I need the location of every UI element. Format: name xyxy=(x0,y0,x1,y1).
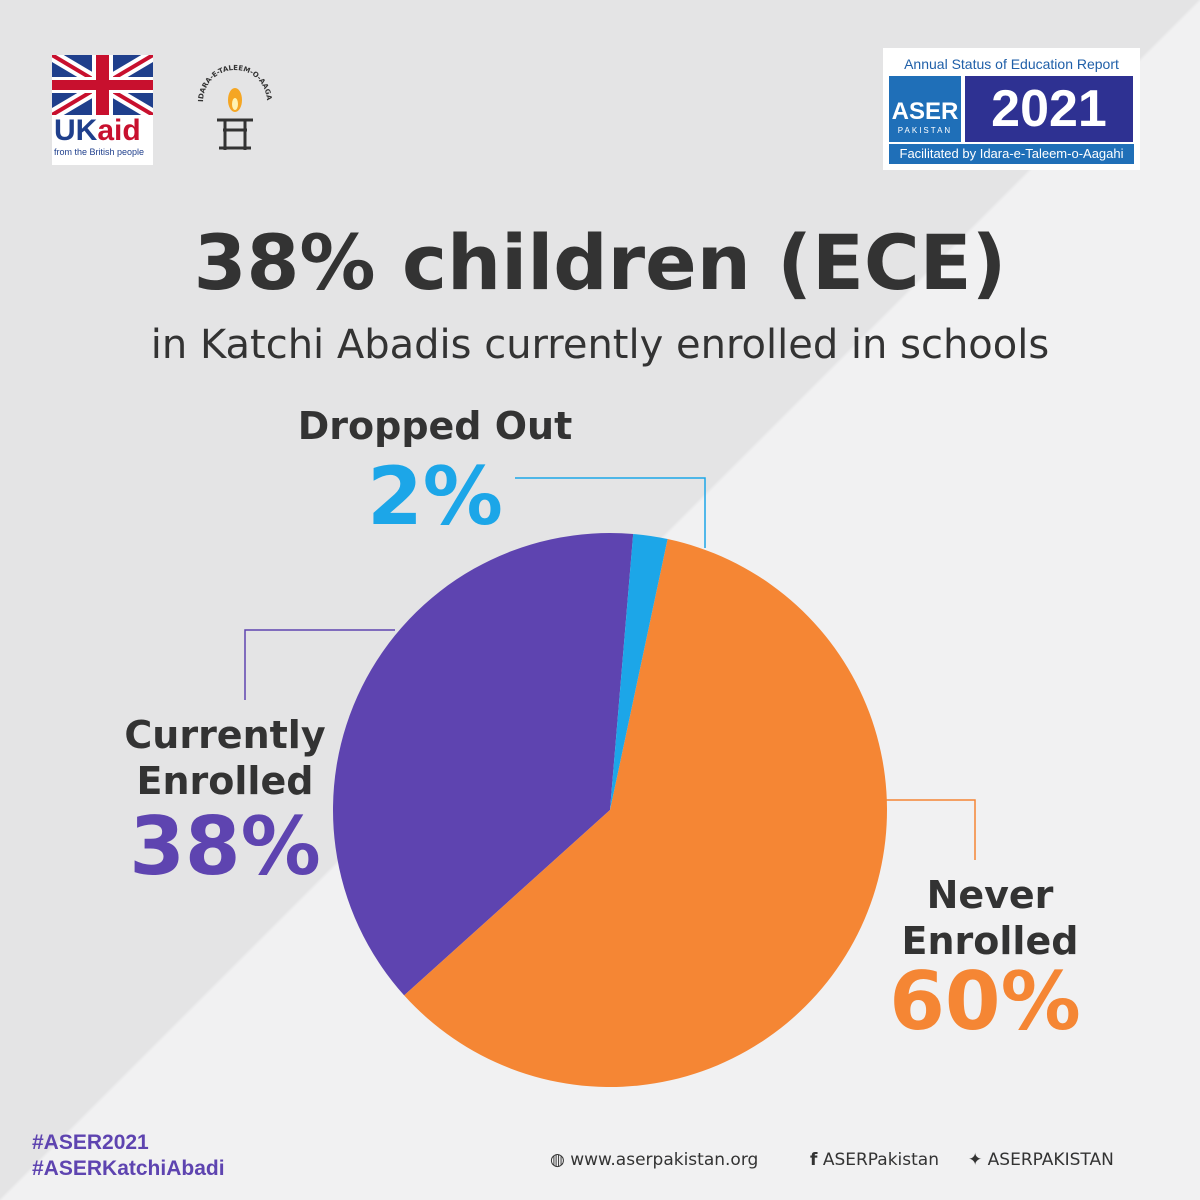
leader-line xyxy=(244,629,395,700)
slice-value: 2% xyxy=(367,450,503,543)
facebook-text[interactable]: ASERPakistan xyxy=(822,1150,939,1170)
aser-name: ASER xyxy=(891,98,959,125)
ukaid-logo: UKaid from the British people xyxy=(52,55,153,165)
slice-label: Currently Enrolled xyxy=(124,713,326,803)
twitter[interactable]: ✦ ASERPAKISTAN xyxy=(968,1150,1114,1170)
twitter-text[interactable]: ASERPAKISTAN xyxy=(987,1150,1114,1170)
aid: aid xyxy=(97,114,141,147)
website-text[interactable]: www.aserpakistan.org xyxy=(570,1150,759,1170)
slice-value: 38% xyxy=(129,800,321,893)
leader-line xyxy=(515,477,706,548)
chart-title: 38% children (ECE) xyxy=(193,218,1007,307)
leader-line xyxy=(860,799,976,860)
slice-label: Dropped Out xyxy=(297,404,573,448)
chart-subtitle: in Katchi Abadis currently enrolled in s… xyxy=(150,322,1050,368)
hashtag: #ASERKatchiAbadi xyxy=(32,1157,225,1180)
aser-top: Annual Status of Education Report xyxy=(904,56,1119,72)
pie-slice xyxy=(610,533,668,810)
union-flag xyxy=(52,55,153,115)
uk: UK xyxy=(54,114,98,147)
pie-slice xyxy=(404,539,888,1087)
idara-logo: IDARA-E-TALEEM-O-AAGAHI xyxy=(195,60,273,150)
slice-label: Never Enrolled xyxy=(901,873,1079,963)
ukaid-tagline: from the British people xyxy=(54,147,145,157)
pie-slice xyxy=(333,533,634,996)
aser-country: PAKISTAN xyxy=(897,126,953,135)
website[interactable]: ◍ www.aserpakistan.org xyxy=(550,1150,759,1170)
aser-year: 2021 xyxy=(965,76,1133,142)
hashtag: #ASER2021 xyxy=(32,1131,149,1154)
aser-badge: ASER PAKISTAN xyxy=(889,76,961,142)
ukaid-wordmark: UKaid xyxy=(52,115,153,147)
aser-logo: Annual Status of Education Report ASER P… xyxy=(883,48,1140,170)
aser-bottom: Facilitated by Idara-e-Taleem-o-Aagahi xyxy=(889,144,1134,164)
facebook[interactable]: f ASERPakistan xyxy=(810,1150,939,1170)
slice-value: 60% xyxy=(889,955,1081,1048)
